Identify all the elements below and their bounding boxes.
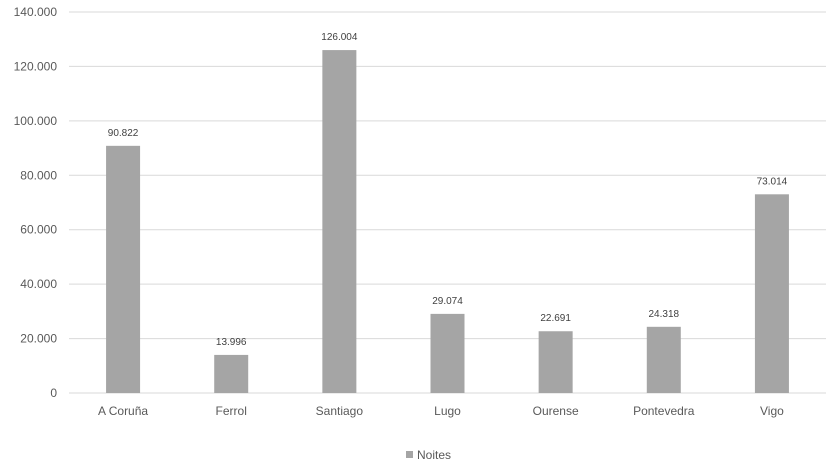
bar <box>754 194 789 393</box>
x-tick-label: Lugo <box>434 404 461 418</box>
legend-swatch <box>406 451 413 458</box>
x-tick-label: A Coruña <box>98 404 148 418</box>
y-tick-label: 20.000 <box>20 332 57 346</box>
data-label: 22.691 <box>540 313 571 324</box>
y-tick-label: 80.000 <box>20 168 57 182</box>
y-tick-label: 120.000 <box>14 59 58 73</box>
y-tick-label: 0 <box>50 386 57 400</box>
data-label: 90.822 <box>108 128 139 139</box>
data-label: 73.014 <box>757 176 788 187</box>
y-tick-label: 60.000 <box>20 223 57 237</box>
bar <box>430 313 465 393</box>
y-tick-label: 40.000 <box>20 277 57 291</box>
x-tick-label: Santiago <box>316 404 364 418</box>
bar <box>106 145 141 393</box>
y-tick-label: 140.000 <box>14 5 58 19</box>
bar <box>538 331 573 393</box>
y-tick-label: 100.000 <box>14 114 58 128</box>
x-tick-label: Pontevedra <box>633 404 695 418</box>
data-label: 13.996 <box>216 337 247 348</box>
bar <box>214 354 249 393</box>
bar <box>646 326 681 393</box>
data-label: 24.318 <box>648 309 679 320</box>
x-tick-label: Ourense <box>533 404 579 418</box>
x-tick-label: Vigo <box>760 404 784 418</box>
bar <box>322 50 357 394</box>
legend-label: Noites <box>417 448 451 462</box>
x-tick-label: Ferrol <box>216 404 247 418</box>
data-label: 126.004 <box>321 32 358 43</box>
data-label: 29.074 <box>432 296 463 307</box>
